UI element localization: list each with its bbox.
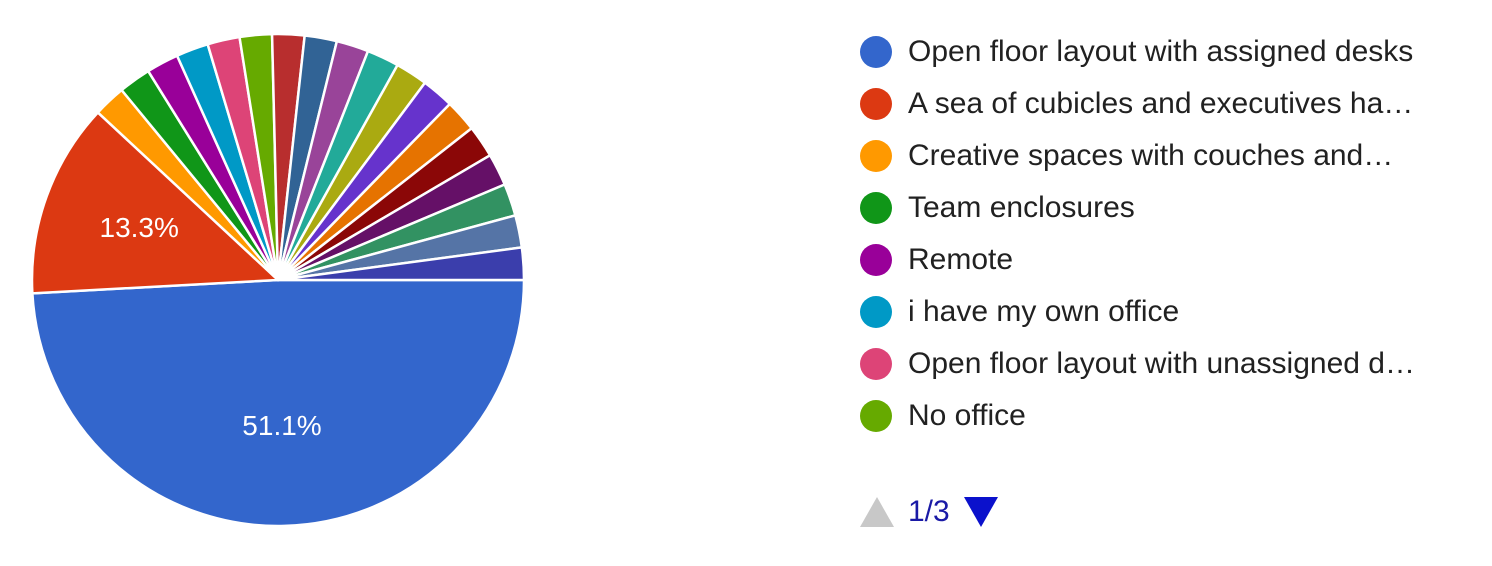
legend-swatch-icon [860, 244, 892, 276]
legend-swatch-icon [860, 140, 892, 172]
legend-swatch-icon [860, 400, 892, 432]
slice-percent-label: 51.1% [242, 410, 321, 441]
pie-slice[interactable] [31, 278, 526, 528]
pie-chart: 51.1% 13.3% [30, 32, 526, 528]
pie-slice[interactable] [276, 246, 526, 282]
legend-label: Remote [908, 243, 1014, 276]
legend-item[interactable]: i have my own office [860, 286, 1480, 338]
legend-label: Team enclosures [908, 191, 1135, 224]
legend-item[interactable]: A sea of cubicles and executives ha… [860, 78, 1480, 130]
page-down-arrow-icon[interactable] [963, 497, 998, 527]
legend-item[interactable]: Open floor layout with assigned desks [860, 26, 1480, 78]
legend-label: No office [908, 399, 1026, 432]
legend-swatch-icon [860, 88, 892, 120]
legend-label: Open floor layout with assigned desks [908, 35, 1414, 68]
legend-swatch-icon [860, 296, 892, 328]
legend-item[interactable]: Team enclosures [860, 182, 1480, 234]
legend-swatch-icon [860, 36, 892, 68]
legend-item[interactable]: Remote [860, 234, 1480, 286]
page-indicator: 1/3 [908, 495, 950, 528]
legend-label: i have my own office [908, 295, 1180, 328]
legend-item[interactable]: No office [860, 390, 1480, 442]
legend-label: A sea of cubicles and executives ha… [908, 87, 1414, 120]
legend-pager: 1/3 [860, 494, 998, 530]
legend-item[interactable]: Creative spaces with couches and… [860, 130, 1480, 182]
legend-label: Creative spaces with couches and… [908, 139, 1394, 172]
legend-swatch-icon [860, 348, 892, 380]
legend-label: Open floor layout with unassigned d… [908, 347, 1415, 380]
page-up-arrow-icon[interactable] [860, 497, 894, 527]
legend-item[interactable]: Open floor layout with unassigned d… [860, 338, 1480, 390]
legend: Open floor layout with assigned desks A … [860, 26, 1480, 442]
pie-slice[interactable] [30, 111, 280, 295]
slice-percent-label: 13.3% [100, 212, 179, 243]
legend-swatch-icon [860, 192, 892, 224]
